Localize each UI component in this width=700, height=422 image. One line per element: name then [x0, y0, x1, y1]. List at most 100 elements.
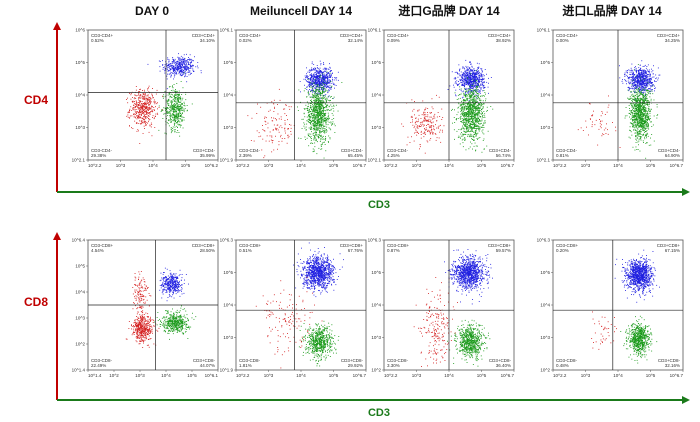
scatter-point: [301, 128, 303, 129]
scatter-point: [307, 76, 309, 78]
scatter-point: [303, 113, 305, 115]
scatter-point: [278, 144, 280, 146]
scatter-point: [176, 114, 177, 116]
scatter-point: [428, 125, 430, 127]
scatter-point: [269, 135, 271, 137]
scatter-point: [326, 129, 327, 130]
scatter-point: [322, 90, 323, 92]
scatter-point: [153, 101, 155, 103]
scatter-point: [332, 82, 334, 84]
scatter-point: [180, 104, 181, 106]
scatter-point: [315, 77, 317, 78]
scatter-point: [321, 121, 322, 123]
scatter-point: [147, 102, 149, 104]
scatter-point: [318, 80, 319, 81]
scatter-point: [313, 117, 315, 119]
scatter-point: [180, 100, 182, 102]
scatter-point: [464, 83, 466, 84]
scatter-point: [310, 74, 312, 76]
scatter-point: [157, 113, 159, 115]
scatter-point: [314, 103, 316, 104]
scatter-point: [474, 86, 476, 87]
scatter-point: [141, 103, 143, 105]
scatter-point: [475, 114, 477, 116]
scatter-point: [320, 111, 322, 112]
scatter-point: [316, 98, 317, 100]
scatter-point: [488, 77, 489, 79]
scatter-point: [150, 98, 152, 100]
scatter-point: [458, 64, 460, 66]
scatter-point: [326, 74, 328, 75]
scatter-point: [284, 108, 286, 110]
scatter-point: [275, 119, 277, 121]
scatter-point: [173, 103, 175, 105]
scatter-point: [322, 141, 324, 143]
scatter-point: [325, 82, 327, 84]
scatter-point: [142, 107, 144, 109]
scatter-point: [482, 86, 484, 88]
scatter-point: [150, 108, 152, 110]
scatter-point: [468, 113, 470, 114]
scatter-point: [325, 81, 327, 83]
scatter-point: [179, 126, 181, 128]
scatter-point: [457, 73, 458, 74]
scatter-point: [476, 71, 478, 73]
scatter-point: [473, 90, 474, 92]
scatter-point: [179, 67, 181, 69]
scatter-point: [476, 87, 478, 89]
scatter-point: [166, 112, 168, 114]
scatter-point: [140, 114, 142, 116]
scatter-point: [135, 105, 137, 107]
scatter-point: [179, 135, 181, 137]
scatter-point: [324, 114, 326, 116]
scatter-point: [320, 136, 322, 138]
scatter-point: [316, 87, 318, 88]
scatter-point: [169, 73, 171, 75]
scatter-point: [416, 131, 418, 133]
scatter-point: [476, 109, 478, 111]
scatter-point: [172, 58, 174, 60]
scatter-point: [321, 87, 323, 89]
scatter-point: [469, 120, 471, 122]
scatter-point: [319, 122, 320, 123]
scatter-point: [325, 98, 327, 100]
scatter-point: [326, 75, 328, 76]
scatter-point: [284, 113, 286, 115]
scatter-point: [454, 138, 455, 140]
scatter-point: [469, 125, 471, 127]
scatter-point: [319, 75, 321, 76]
scatter-point: [460, 118, 462, 120]
scatter-point: [469, 75, 471, 77]
scatter-point: [422, 132, 424, 134]
scatter-point: [171, 130, 173, 132]
scatter-point: [317, 99, 319, 100]
scatter-point: [172, 114, 174, 116]
scatter-point: [178, 109, 180, 110]
scatter-point: [317, 72, 319, 74]
scatter-point: [309, 86, 311, 88]
scatter-point: [139, 108, 141, 110]
scatter-point: [460, 135, 462, 137]
scatter-point: [461, 122, 463, 124]
scatter-point: [313, 124, 315, 126]
scatter-point: [323, 101, 325, 103]
scatter-point: [174, 90, 176, 92]
scatter-point: [469, 95, 471, 96]
scatter-point: [470, 89, 472, 90]
scatter-point: [333, 110, 335, 112]
scatter-point: [320, 117, 322, 119]
scatter-point: [470, 135, 472, 137]
scatter-point: [168, 125, 170, 127]
scatter-point: [333, 79, 335, 81]
scatter-point: [171, 61, 173, 63]
scatter-point: [133, 98, 135, 100]
scatter-point: [473, 100, 475, 102]
scatter-point: [323, 116, 325, 117]
scatter-point: [410, 116, 412, 118]
scatter-point: [466, 67, 468, 69]
scatter-point: [474, 125, 476, 127]
scatter-point: [187, 65, 189, 67]
scatter-point: [420, 134, 422, 135]
scatter-point: [307, 107, 309, 109]
scatter-point: [284, 138, 286, 139]
